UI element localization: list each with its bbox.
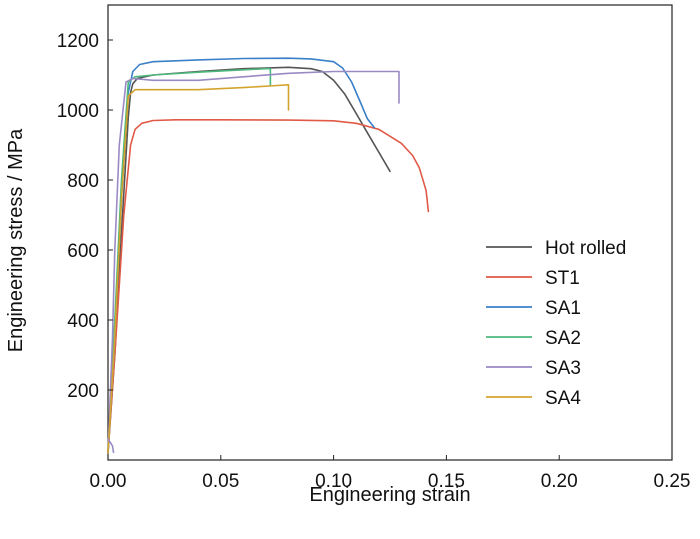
y-axis-title: Engineering stress / MPa — [5, 128, 27, 352]
series-line-hot-rolled — [107, 66, 391, 454]
series-line-st1 — [107, 119, 430, 454]
legend-label: SA3 — [545, 358, 581, 379]
y-tick-label: 600 — [67, 241, 99, 262]
x-tick-label: 0.00 — [90, 471, 127, 492]
series-tail-segment — [107, 438, 115, 454]
x-tick-label: 0.25 — [654, 471, 691, 492]
plot-frame — [107, 4, 673, 461]
plot-area — [107, 4, 673, 461]
series-line-sa4 — [107, 84, 290, 454]
y-tick-label: 200 — [67, 381, 99, 402]
y-tick-label: 800 — [67, 171, 99, 192]
legend-label: SA2 — [545, 328, 581, 349]
x-tick-label: 0.05 — [202, 471, 239, 492]
x-tick-label: 0.15 — [428, 471, 465, 492]
y-tick-label: 1200 — [57, 31, 99, 52]
legend: Hot rolled ST1 SA1 SA2 SA3 SA4 — [486, 238, 626, 409]
y-tick-label: 400 — [67, 311, 99, 332]
y-tick-label: 1000 — [57, 101, 99, 122]
series-line-sa1 — [107, 57, 375, 454]
x-tick-label: 0.10 — [315, 471, 352, 492]
series-line-sa3 — [107, 70, 400, 454]
legend-label: SA1 — [545, 298, 581, 319]
legend-label: SA4 — [545, 388, 581, 409]
axis-ticks: 0.00 0.05 0.10 0.15 0.20 0.25 200 400 600 800 1000… — [57, 31, 691, 492]
x-axis-title: Engineering strain — [309, 484, 470, 506]
series-line-sa2 — [107, 67, 272, 454]
legend-label: Hot rolled — [545, 238, 626, 259]
legend-label: ST1 — [545, 268, 580, 289]
x-tick-label: 0.20 — [541, 471, 578, 492]
series-lines — [107, 57, 430, 454]
